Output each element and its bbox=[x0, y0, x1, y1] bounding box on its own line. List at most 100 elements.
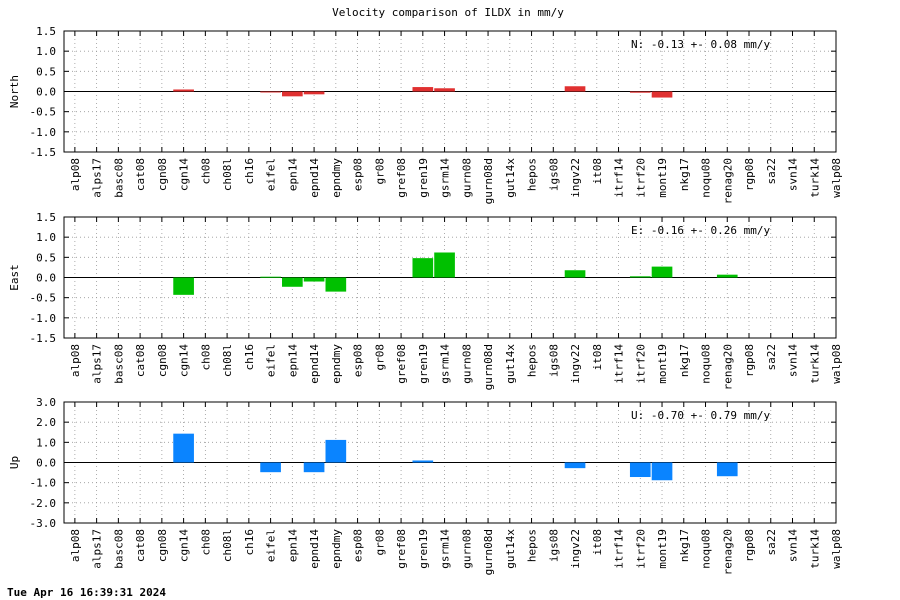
x-tick-label: esp08 bbox=[352, 344, 365, 377]
x-tick-label: ch16 bbox=[243, 529, 256, 556]
bar-eifel bbox=[260, 462, 281, 473]
x-tick-label: epn14 bbox=[286, 158, 299, 191]
y-axis-label: East bbox=[8, 264, 21, 291]
bar-ingv22 bbox=[564, 270, 586, 278]
y-tick-label: -1.0 bbox=[30, 312, 57, 325]
y-tick-label: -0.5 bbox=[30, 106, 57, 119]
x-tick-label: itrf20 bbox=[634, 529, 647, 569]
bar-epndmy bbox=[325, 277, 347, 292]
bar-epn14 bbox=[282, 91, 303, 97]
bar-gren19 bbox=[412, 87, 434, 92]
bar-cgn14 bbox=[173, 277, 194, 295]
x-tick-label: turk14 bbox=[808, 158, 821, 198]
x-tick-label: epnd14 bbox=[308, 344, 321, 384]
x-tick-label: ch08l bbox=[221, 344, 234, 377]
x-tick-label: epn14 bbox=[286, 344, 299, 377]
x-tick-label: rgp08 bbox=[743, 158, 756, 191]
x-tick-label: gren19 bbox=[417, 158, 430, 198]
x-tick-label: gref08 bbox=[395, 344, 408, 384]
x-tick-label: cgn14 bbox=[178, 529, 191, 562]
x-tick-label: cat08 bbox=[134, 344, 147, 377]
x-tick-label: epndmy bbox=[330, 344, 343, 384]
x-tick-label: epnd14 bbox=[308, 158, 321, 198]
x-tick-label: gr08 bbox=[373, 529, 386, 556]
bar-ingv22 bbox=[564, 462, 586, 469]
x-tick-label: renag20 bbox=[721, 529, 734, 575]
x-tick-label: cat08 bbox=[134, 158, 147, 191]
x-tick-label: gut14x bbox=[504, 344, 517, 384]
x-tick-label: it08 bbox=[591, 529, 604, 556]
x-tick-label: gref08 bbox=[395, 158, 408, 198]
x-tick-label: ch16 bbox=[243, 344, 256, 371]
x-tick-label: gr08 bbox=[373, 158, 386, 185]
x-tick-label: cgn08 bbox=[156, 344, 169, 377]
x-tick-label: svn14 bbox=[787, 529, 800, 562]
bar-gsrm14 bbox=[434, 88, 455, 92]
x-tick-label: mont19 bbox=[656, 158, 669, 198]
x-tick-label: gsrm14 bbox=[439, 529, 452, 569]
bar-epnd14 bbox=[303, 91, 325, 95]
x-tick-label: eifel bbox=[265, 529, 278, 562]
x-tick-label: eifel bbox=[265, 344, 278, 377]
bar-epn14 bbox=[282, 277, 303, 287]
x-tick-label: eifel bbox=[265, 158, 278, 191]
bar-epnd14 bbox=[303, 277, 325, 282]
y-tick-label: 0.0 bbox=[36, 272, 56, 285]
x-tick-label: ingv22 bbox=[569, 158, 582, 198]
x-tick-label: nkg17 bbox=[678, 344, 691, 377]
x-tick-label: walp08 bbox=[830, 158, 843, 198]
x-tick-label: hepos bbox=[526, 344, 539, 377]
y-tick-label: -3.0 bbox=[30, 517, 57, 530]
x-tick-label: ch08 bbox=[199, 529, 212, 556]
bar-cgn14 bbox=[173, 89, 194, 92]
bar-cgn14 bbox=[173, 433, 194, 463]
x-tick-label: walp08 bbox=[830, 344, 843, 384]
x-tick-label: alps17 bbox=[91, 158, 104, 198]
x-tick-label: gurn08d bbox=[482, 344, 495, 390]
bar-eifel bbox=[260, 91, 281, 93]
x-tick-label: gren19 bbox=[417, 529, 430, 569]
x-tick-label: gurn08d bbox=[482, 529, 495, 575]
x-tick-label: gurn08 bbox=[460, 158, 473, 198]
x-tick-label: alp08 bbox=[69, 344, 82, 377]
x-tick-label: it08 bbox=[591, 344, 604, 371]
bar-epndmy bbox=[325, 439, 347, 463]
x-tick-label: ch08 bbox=[199, 344, 212, 371]
x-tick-label: igs08 bbox=[547, 529, 560, 562]
y-tick-label: 1.5 bbox=[36, 211, 56, 224]
x-tick-label: hepos bbox=[526, 529, 539, 562]
x-tick-label: ingv22 bbox=[569, 529, 582, 569]
panel-annotation: U: -0.70 +- 0.79 mm/y bbox=[631, 409, 770, 422]
x-tick-label: gurn08d bbox=[482, 158, 495, 204]
x-tick-label: mont19 bbox=[656, 529, 669, 569]
y-tick-label: 1.0 bbox=[36, 45, 56, 58]
bar-itrf20 bbox=[629, 462, 651, 478]
x-tick-label: ingv22 bbox=[569, 344, 582, 384]
y-axis-label: Up bbox=[8, 456, 21, 469]
y-tick-label: 2.0 bbox=[36, 416, 56, 429]
x-tick-label: epndmy bbox=[330, 158, 343, 198]
x-tick-label: sa22 bbox=[765, 529, 778, 556]
bar-mont19 bbox=[651, 266, 673, 278]
x-tick-label: turk14 bbox=[808, 529, 821, 569]
x-tick-label: alps17 bbox=[91, 344, 104, 384]
x-tick-label: turk14 bbox=[808, 344, 821, 384]
bar-itrf20 bbox=[629, 276, 651, 278]
x-tick-label: nkg17 bbox=[678, 529, 691, 562]
x-tick-label: rgp08 bbox=[743, 529, 756, 562]
bar-eifel bbox=[260, 276, 281, 278]
x-tick-label: svn14 bbox=[787, 158, 800, 191]
bar-ingv22 bbox=[564, 86, 586, 92]
bar-mont19 bbox=[651, 91, 673, 98]
bar-epnd14 bbox=[303, 462, 325, 473]
x-tick-label: epnd14 bbox=[308, 529, 321, 569]
x-tick-label: it08 bbox=[591, 158, 604, 185]
x-tick-label: renag20 bbox=[721, 158, 734, 204]
x-tick-label: gsrm14 bbox=[439, 158, 452, 198]
y-tick-label: -1.5 bbox=[30, 146, 57, 159]
y-tick-label: 0.5 bbox=[36, 65, 56, 78]
x-tick-label: nkg17 bbox=[678, 158, 691, 191]
y-tick-label: 1.0 bbox=[36, 231, 56, 244]
y-tick-label: 0.5 bbox=[36, 251, 56, 264]
